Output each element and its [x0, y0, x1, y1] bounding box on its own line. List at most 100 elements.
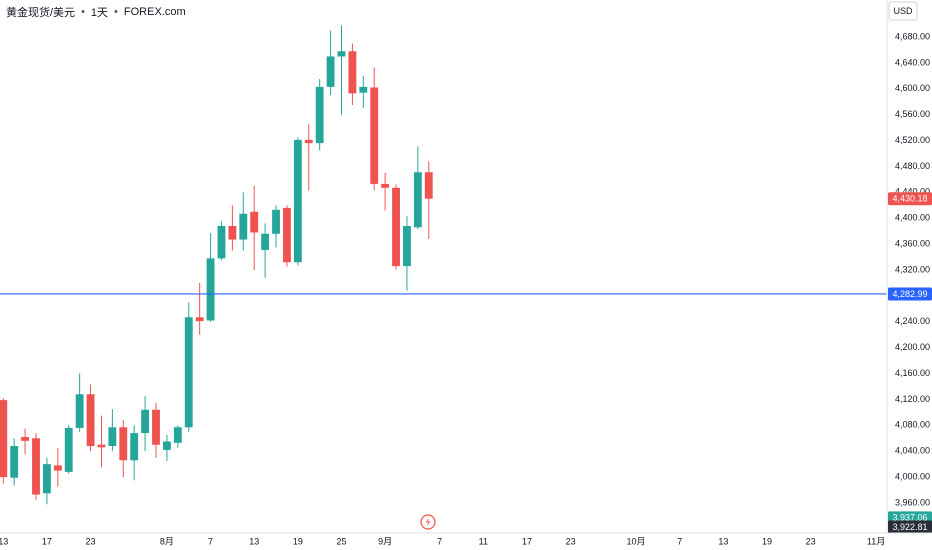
candle-body [173, 427, 182, 443]
plot-area [0, 25, 887, 505]
price-labels: 4,430.18 4,282.99 3,937.063,922.81 [888, 192, 932, 534]
separator: • [81, 6, 85, 18]
time-axis [0, 533, 932, 550]
x-tick-label: 10月 [627, 536, 646, 546]
candle-body [141, 409, 150, 434]
y-tick-label: 4,640.00 [895, 57, 930, 67]
candle-body [359, 86, 368, 93]
event-icon-bolt [425, 517, 431, 527]
y-tick-label: 4,080.00 [895, 420, 930, 430]
x-tick-label: 19 [293, 536, 303, 546]
candle-body [21, 436, 30, 441]
y-tick-label: 4,000.00 [895, 471, 930, 481]
y-tick-label: 4,680.00 [895, 31, 930, 41]
y-tick-label: 4,480.00 [895, 161, 930, 171]
symbol-title[interactable]: 黄金现货/美元 [6, 7, 76, 19]
candle-body [424, 172, 433, 199]
candle-body [162, 441, 171, 450]
candle-body [261, 233, 270, 250]
x-tick-label: 11 [479, 536, 488, 546]
y-tick-label: 4,360.00 [895, 238, 930, 248]
price-axis [887, 0, 932, 533]
y-tick-label: 4,200.00 [895, 342, 930, 352]
candle-body [195, 317, 204, 322]
candle-body [272, 209, 280, 234]
candle-body [10, 446, 19, 478]
candle-body [0, 400, 8, 478]
price-label-box [888, 192, 932, 206]
candle-body [206, 258, 215, 321]
candle-body [250, 211, 259, 233]
time-axis-labels: 13 17 23 8月 7 13 19 25 9月 7 11 17 23 10月 7 13 19 23 11月 [0, 536, 885, 546]
candle-body [228, 225, 237, 240]
y-tick-label: 4,240.00 [895, 316, 930, 326]
candle-body [413, 172, 422, 228]
price-label: 3,922.81 [892, 522, 927, 532]
x-tick-label: 7 [677, 536, 682, 546]
y-tick-label: 3,960.00 [895, 497, 930, 507]
candle-body [326, 56, 335, 87]
price-label: 4,282.99 [892, 289, 927, 299]
candle-body [53, 465, 62, 471]
interval[interactable]: 1天 [90, 7, 109, 19]
y-tick-label: 4,040.00 [895, 446, 930, 456]
x-tick-label: 7 [208, 536, 213, 546]
x-tick-label: 13 [718, 536, 728, 546]
x-tick-label: 23 [86, 536, 96, 546]
candle-body [64, 427, 73, 472]
candle-body [239, 213, 248, 240]
candle-body [293, 139, 302, 263]
candle-body [130, 433, 139, 461]
y-tick-label: 4,400.00 [895, 213, 930, 223]
x-tick-label: 9月 [378, 536, 392, 546]
y-tick-label: 4,120.00 [895, 394, 930, 404]
price-label-box [888, 520, 932, 534]
currency-box[interactable] [888, 1, 918, 21]
candle-body [119, 427, 128, 461]
price-label: 4,430.18 [892, 194, 927, 204]
x-tick-label: 7 [437, 536, 442, 546]
currency: USD [893, 6, 913, 16]
x-tick-label: 25 [336, 536, 346, 546]
event-icon[interactable] [420, 514, 436, 530]
x-tick-label: 23 [806, 536, 816, 546]
x-tick-label: 17 [42, 536, 52, 546]
x-tick-label: 17 [522, 536, 532, 546]
candle-body [97, 444, 106, 448]
candle-body [152, 409, 160, 445]
y-tick-label: 4,440.00 [895, 187, 930, 197]
x-tick-label: 11月 [867, 536, 885, 546]
price-label-box [888, 287, 932, 301]
candle-body [370, 87, 379, 184]
candle-body [86, 394, 95, 447]
x-tick-label: 8月 [160, 536, 174, 546]
candle-body [381, 183, 390, 188]
symbol-header: 黄金现货/美元 • 1天 • FOREX.com [6, 4, 186, 20]
candle-body [304, 139, 313, 144]
y-tick-label: 4,160.00 [895, 368, 930, 378]
y-tick-label: 4,320.00 [895, 264, 930, 274]
y-tick-label: 4,600.00 [895, 83, 930, 93]
source: FOREX.com [123, 6, 186, 18]
candle-body [392, 187, 400, 267]
x-tick-label: 19 [762, 536, 772, 546]
y-tick-label: 4,560.00 [895, 109, 930, 119]
candle-body [32, 438, 40, 495]
candle-body [403, 225, 411, 267]
candle-body [108, 427, 117, 447]
separator: • [114, 6, 118, 18]
y-tick-label: 4,520.00 [895, 135, 930, 145]
candle-body [42, 464, 51, 494]
candle-body [283, 207, 291, 263]
x-tick-label: 13 [0, 536, 8, 546]
candle-body [75, 394, 84, 428]
candle-body [315, 86, 324, 144]
price-label: 3,937.06 [892, 513, 927, 523]
x-tick-label: 13 [249, 536, 259, 546]
candle-body [184, 317, 193, 428]
candle-body [348, 51, 357, 94]
candle-body [337, 51, 346, 57]
